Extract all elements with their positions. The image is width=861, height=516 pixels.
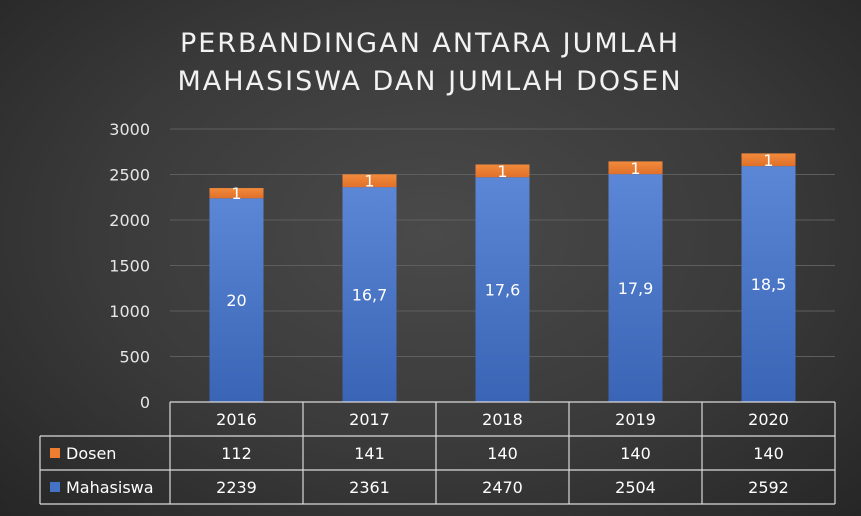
y-axis-ticks: 0 500 1000 1500 2000 2500 3000 xyxy=(109,120,150,412)
y-tick-label: 500 xyxy=(119,348,150,367)
legend-swatch-mahasiswa xyxy=(50,482,60,492)
table-cell-mahasiswa: 2361 xyxy=(349,478,390,497)
data-label-dosen: 1 xyxy=(763,151,773,170)
bar-mahasiswa xyxy=(608,174,663,402)
data-labels: 20 1 16,7 1 17,6 1 17,9 1 18,5 1 xyxy=(226,151,786,310)
table-cell-mahasiswa: 2470 xyxy=(482,478,523,497)
table-cell-dosen: 140 xyxy=(753,444,784,463)
x-tick-label: 2020 xyxy=(748,410,789,429)
bars xyxy=(209,153,796,402)
data-table: 2016 2017 2018 2019 2020 Dosen 112 141 140 140 140… xyxy=(39,401,836,505)
data-label-dosen: 1 xyxy=(364,172,374,191)
data-label-mahasiswa: 20 xyxy=(226,291,246,310)
bar-mahasiswa xyxy=(342,187,397,402)
table-cell-mahasiswa: 2504 xyxy=(615,478,656,497)
table-cell-mahasiswa: 2239 xyxy=(216,478,257,497)
table-cell-dosen: 140 xyxy=(487,444,518,463)
legend-label-dosen: Dosen xyxy=(66,444,116,463)
x-tick-label: 2019 xyxy=(615,410,656,429)
bar-dosen xyxy=(342,174,397,188)
bar-dosen xyxy=(741,153,796,167)
bar-dosen xyxy=(209,188,264,199)
bar-mahasiswa xyxy=(741,166,796,402)
chart-title-line-2: MAHASISWA DAN JUMLAH DOSEN xyxy=(177,66,682,97)
x-tick-label: 2018 xyxy=(482,410,523,429)
data-label-mahasiswa: 17,6 xyxy=(485,281,521,300)
data-label-mahasiswa: 16,7 xyxy=(352,286,388,305)
bar-dosen xyxy=(475,164,530,178)
y-tick-label: 2000 xyxy=(109,211,150,230)
y-tick-label: 0 xyxy=(140,393,150,412)
legend-swatch-dosen xyxy=(50,448,60,458)
legend-label-mahasiswa: Mahasiswa xyxy=(66,478,154,497)
data-label-mahasiswa: 18,5 xyxy=(751,275,787,294)
table-cell-dosen: 141 xyxy=(354,444,385,463)
y-tick-label: 3000 xyxy=(109,120,150,139)
bar-mahasiswa xyxy=(475,177,530,402)
y-tick-label: 1000 xyxy=(109,302,150,321)
data-label-mahasiswa: 17,9 xyxy=(618,279,654,298)
x-tick-label: 2016 xyxy=(216,410,257,429)
x-tick-label: 2017 xyxy=(349,410,390,429)
chart-title-line-1: PERBANDINGAN ANTARA JUMLAH xyxy=(180,28,680,59)
bar-dosen xyxy=(608,161,663,175)
table-cell-dosen: 140 xyxy=(620,444,651,463)
table-cell-dosen: 112 xyxy=(221,444,252,463)
y-tick-label: 2500 xyxy=(109,166,150,185)
table-cell-mahasiswa: 2592 xyxy=(748,478,789,497)
bar-mahasiswa xyxy=(209,198,264,402)
data-label-dosen: 1 xyxy=(497,162,507,181)
data-label-dosen: 1 xyxy=(630,159,640,178)
data-label-dosen: 1 xyxy=(231,184,241,203)
y-tick-label: 1500 xyxy=(109,257,150,276)
